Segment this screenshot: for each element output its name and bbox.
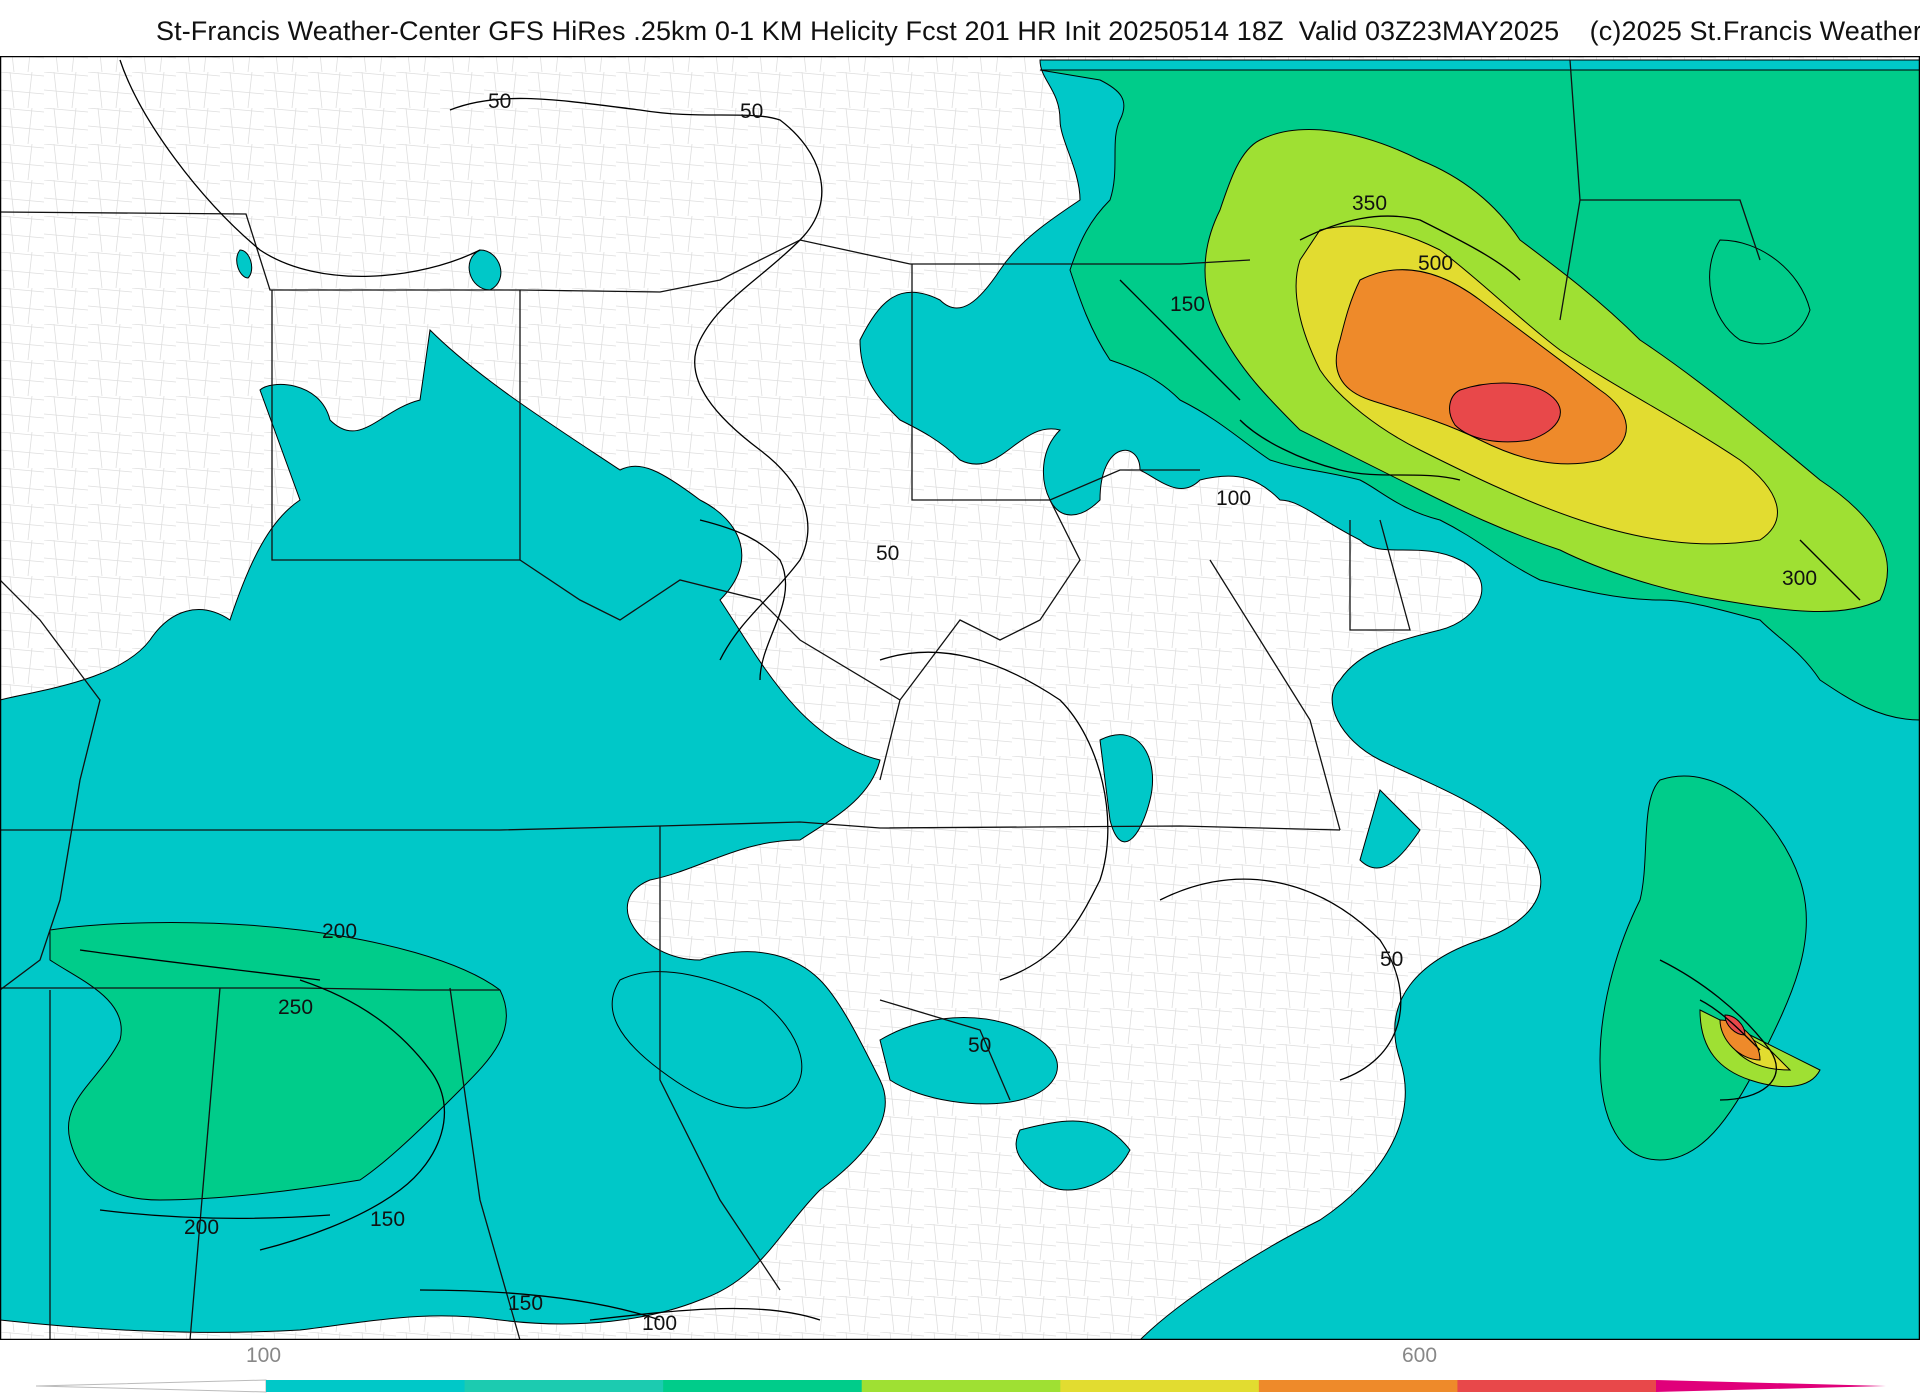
contour-label: 200 [184,1216,219,1239]
contour-label: 150 [508,1292,543,1315]
legend-colorbar [35,1379,1886,1393]
legend-swatch [663,1380,863,1392]
contour-label: 150 [1170,293,1205,316]
legend-arrow-left [35,1379,267,1393]
contour-label: 50 [876,542,899,565]
contour-label: 200 [322,920,357,943]
title-bar: St-Francis Weather-Center GFS HiRes .25k… [0,0,1920,56]
map-frame: 50 50 50 50 50 100 100 150 150 150 200 2… [0,56,1920,1340]
legend-swatch [1060,1380,1260,1392]
legend-label-high: 600 [1402,1344,1438,1367]
contour-label: 250 [278,996,313,1019]
contour-label: 300 [1782,567,1817,590]
contour-label: 500 [1418,252,1453,275]
color-legend: 100 600 [0,1340,1920,1400]
contour-label: 50 [1380,948,1403,971]
contour-label: 50 [968,1034,991,1057]
legend-swatch [1258,1380,1458,1392]
legend-arrow-right [1656,1380,1886,1392]
map-title: St-Francis Weather-Center GFS HiRes .25k… [156,16,1920,46]
contour-label: 50 [740,100,763,123]
helicity-map[interactable]: 50 50 50 50 50 100 100 150 150 150 200 2… [0,56,1920,1340]
legend-swatch [464,1380,664,1392]
legend-swatch [1457,1380,1657,1392]
contour-label: 350 [1352,192,1387,215]
contour-label: 50 [488,90,511,113]
helicity-contours [79,59,1861,1321]
contour-labels: 50 50 50 50 50 100 100 150 150 150 200 2… [184,90,1817,1335]
legend-swatch [861,1380,1061,1392]
contour-label: 100 [642,1312,677,1335]
contour-label: 150 [370,1208,405,1231]
legend-swatch [266,1380,466,1392]
contour-label: 100 [1216,487,1251,510]
state-boundaries [0,59,1761,1340]
legend-label-low: 100 [246,1344,282,1367]
